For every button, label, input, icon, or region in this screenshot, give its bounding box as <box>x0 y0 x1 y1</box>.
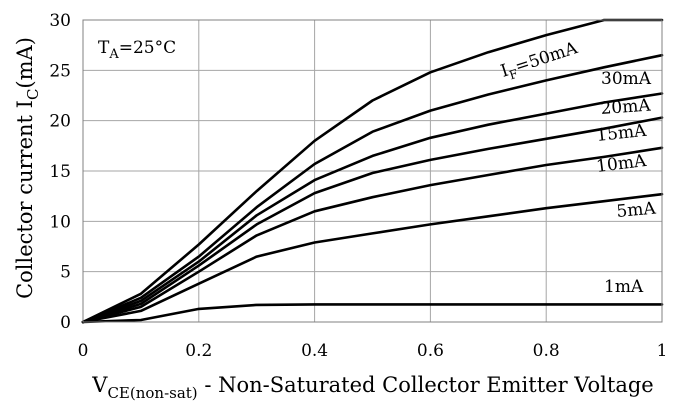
series-label-10mA: 10mA <box>595 151 648 177</box>
annotation-main: T <box>98 38 110 58</box>
x-tick-label: 0.6 <box>417 341 444 361</box>
y-tick-label: 30 <box>49 11 71 31</box>
series-label-20mA: 20mA <box>600 95 652 118</box>
series-line-20mA <box>81 92 664 324</box>
x-axis-title-rest: - Non-Saturated Collector Emitter Voltag… <box>198 373 654 397</box>
x-tick-label: 0.8 <box>533 341 560 361</box>
y-axis-title-main: Collector current I <box>13 100 37 299</box>
series-line-10mA <box>81 146 664 324</box>
annotation-sub: A <box>108 47 119 62</box>
y-tick-label: 15 <box>49 162 71 182</box>
x-tick-label: 1 <box>657 341 668 361</box>
plot-area-frame <box>82 19 663 323</box>
series-label-15mA: 15mA <box>595 121 648 146</box>
x-axis-title: VCE(non-sat) - Non-Saturated Collector E… <box>91 373 653 402</box>
series-line-50mA <box>81 18 664 324</box>
y-tick-label: 25 <box>49 61 71 81</box>
y-tick-label: 5 <box>60 263 71 283</box>
y-axis-title: Collector current IC(mA) <box>13 37 42 299</box>
series-line-30mA <box>81 53 664 324</box>
series-line-15mA <box>81 116 664 324</box>
series-line-1mA <box>81 303 664 324</box>
y-tick-label: 0 <box>60 313 71 333</box>
x-axis-ticks: 0 0.2 0.4 0.6 0.8 1 <box>78 341 668 361</box>
y-axis-title-sub: C <box>24 89 42 100</box>
series-label-30mA: 30mA <box>601 69 652 89</box>
temperature-annotation: TA=25°C <box>98 38 176 62</box>
y-axis-title-rest: (mA) <box>13 37 37 88</box>
series-lines <box>81 18 664 324</box>
x-tick-label: 0 <box>78 341 89 361</box>
series-label-1mA: 1mA <box>604 277 644 297</box>
y-axis-ticks: 0 5 10 15 20 25 30 <box>49 11 71 333</box>
y-tick-label: 10 <box>49 212 71 232</box>
x-tick-label: 0.2 <box>185 341 212 361</box>
series-label-5mA: 5mA <box>616 199 658 222</box>
series-line-5mA <box>81 192 664 324</box>
x-axis-title-main: V <box>91 373 108 397</box>
x-axis-title-sub: CE(non-sat) <box>107 384 197 402</box>
y-tick-label: 20 <box>49 112 71 132</box>
x-tick-label: 0.4 <box>301 341 328 361</box>
grid <box>83 20 662 322</box>
annotation-rest: =25°C <box>119 38 176 58</box>
